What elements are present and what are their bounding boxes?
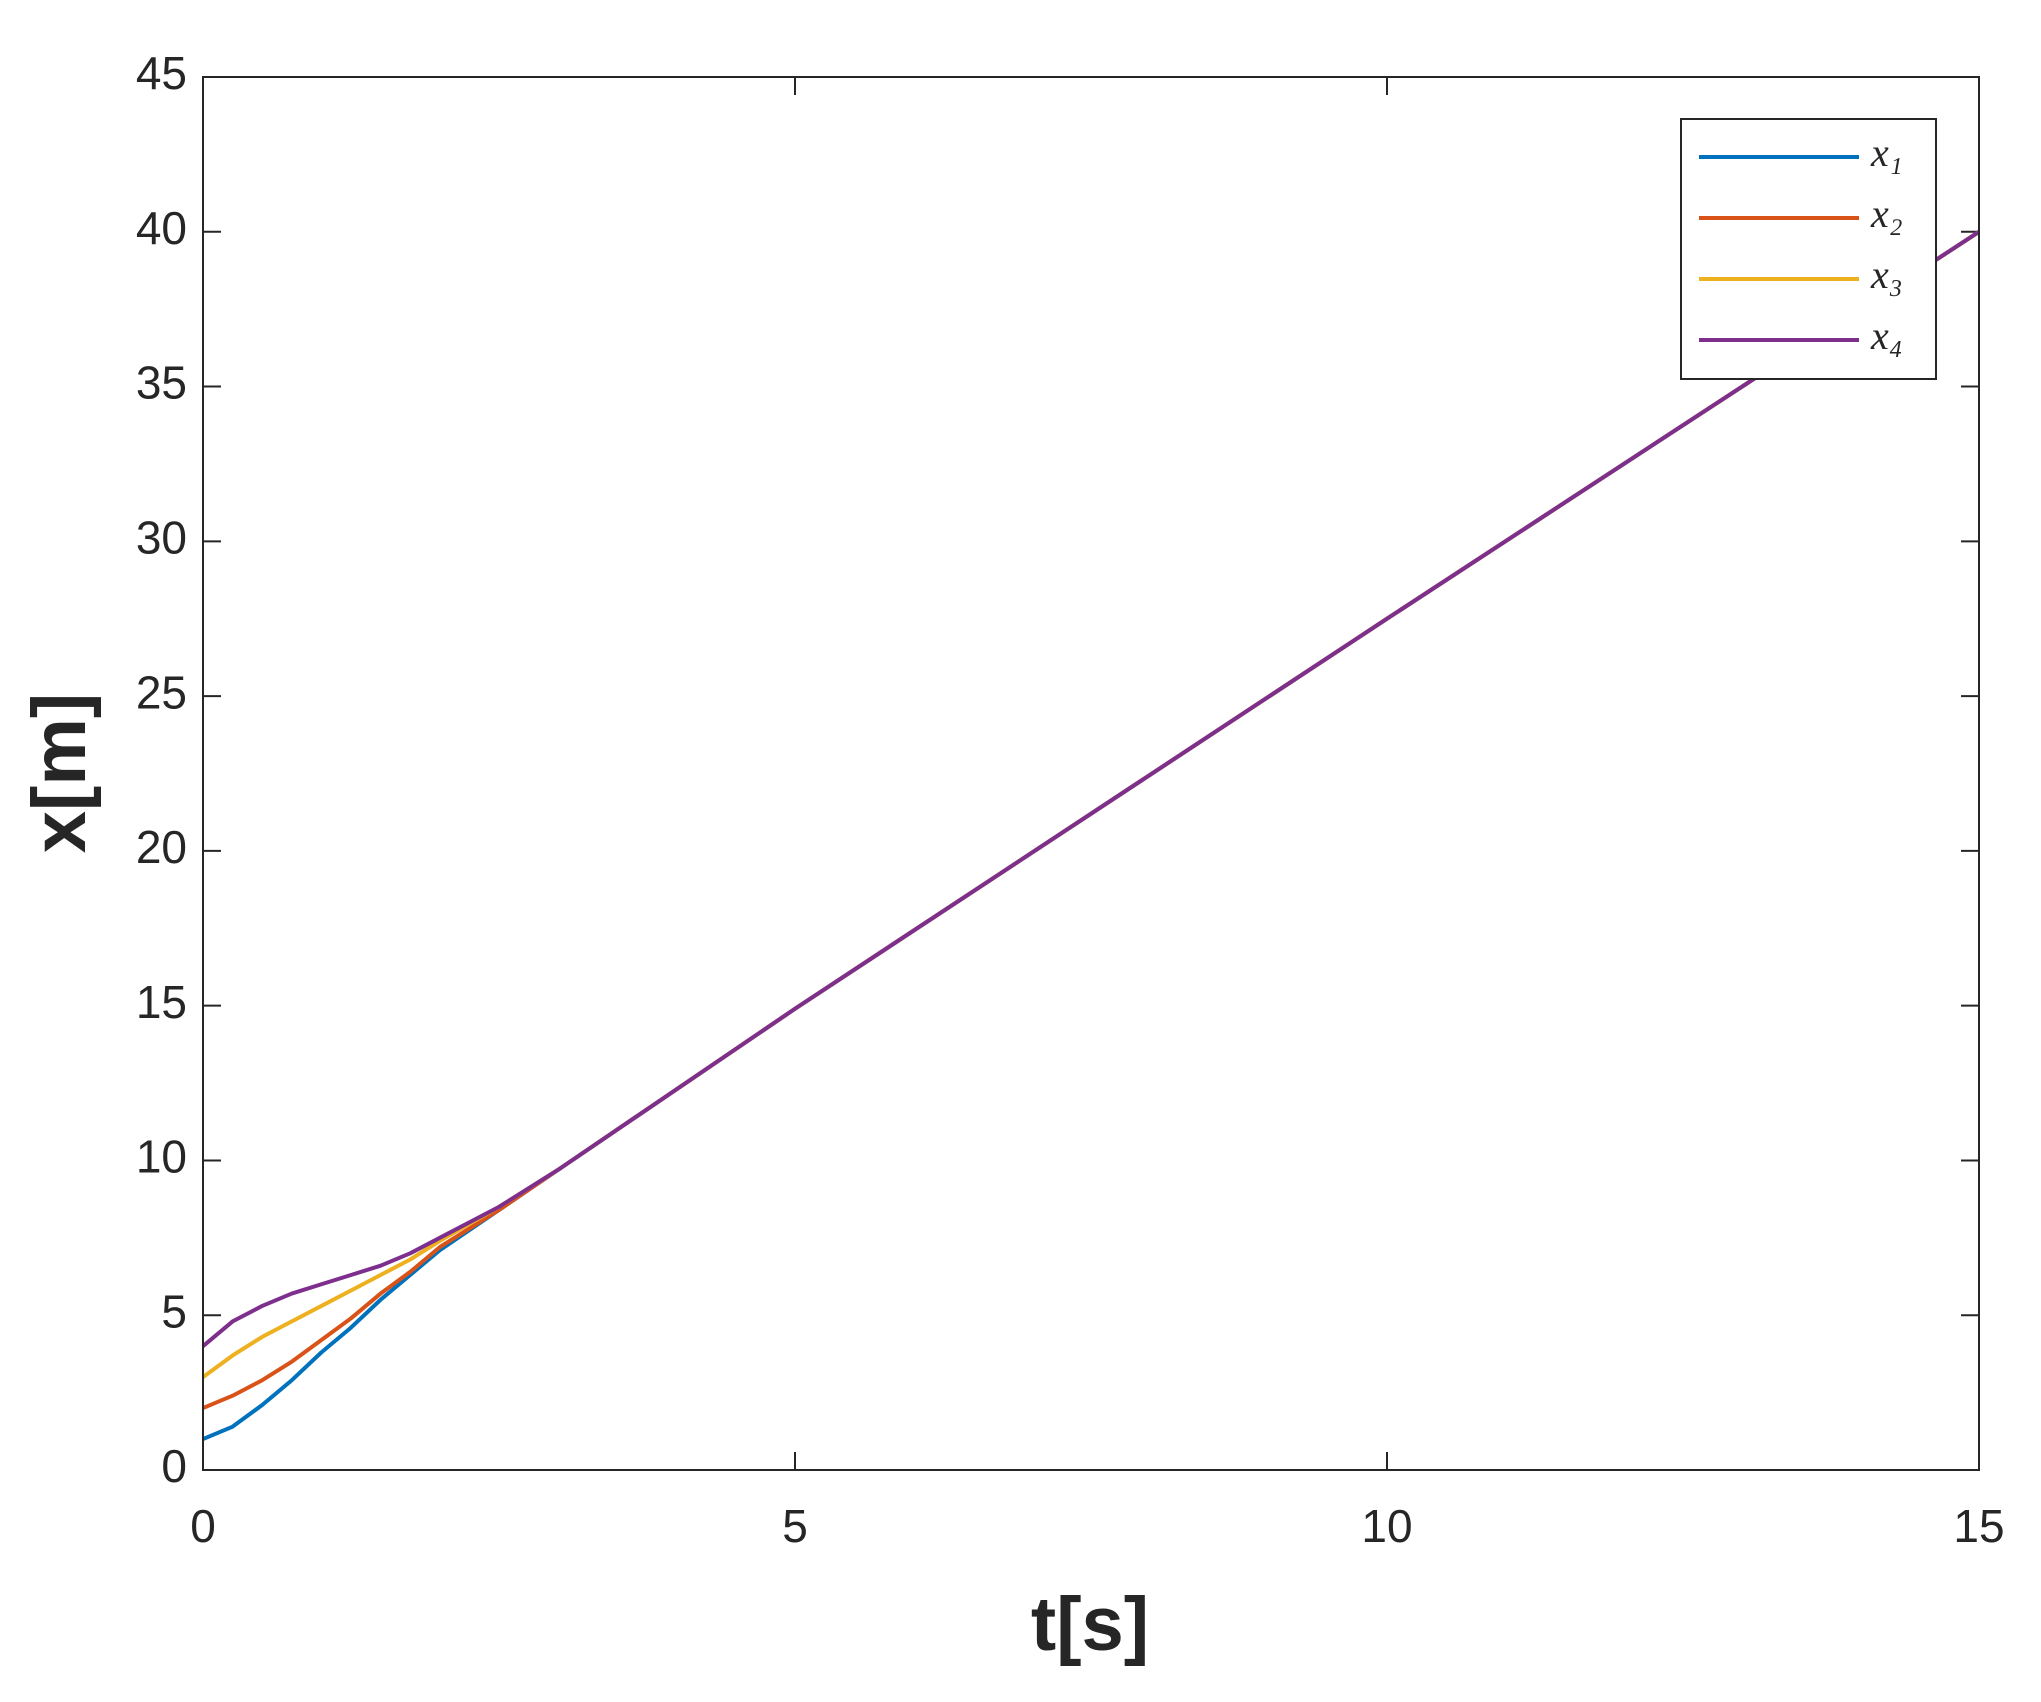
y-tick-label: 45 (136, 47, 187, 99)
legend-label: x₃ (1870, 252, 1903, 297)
legend-label: x₂ (1870, 191, 1903, 236)
legend-label: x₁ (1870, 130, 1903, 175)
y-tick-label: 35 (136, 357, 187, 409)
y-tick-label: 25 (136, 666, 187, 718)
x-tick-label: 5 (782, 1500, 808, 1552)
y-tick-label: 5 (161, 1285, 187, 1337)
y-tick-label: 10 (136, 1131, 187, 1183)
axes-box (202, 76, 1980, 1471)
y-tick-label: 0 (161, 1440, 187, 1492)
y-tick-label: 15 (136, 976, 187, 1028)
x-tick-label: 15 (1953, 1500, 2004, 1552)
y-axis-label: x[m] (17, 693, 102, 853)
x-axis-label: t[s] (1031, 1582, 1149, 1667)
y-tick-label: 30 (136, 511, 187, 563)
x-tick-label: 10 (1361, 1500, 1412, 1552)
legend-box (1680, 118, 1937, 380)
x-tick-label: 0 (190, 1500, 216, 1552)
line-series (201, 230, 1981, 1348)
legend-label: x₄ (1870, 313, 1903, 358)
y-tick-label: 20 (136, 821, 187, 873)
y-tick-label: 40 (136, 202, 187, 254)
